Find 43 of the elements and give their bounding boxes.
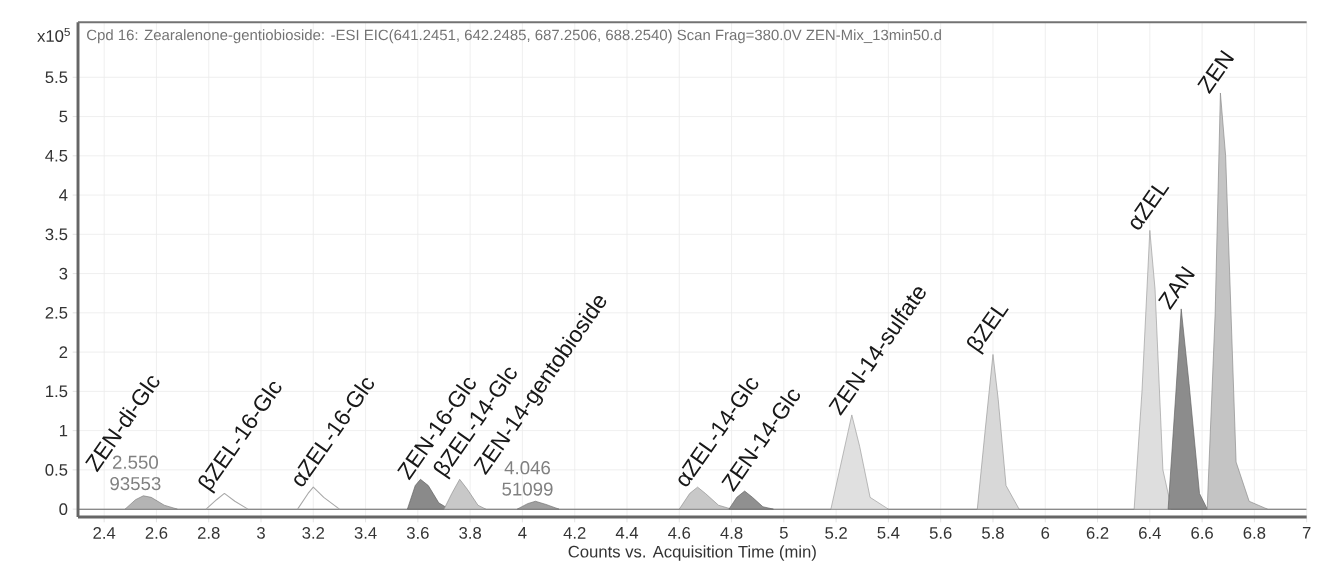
x-tick-label: 6 — [1041, 527, 1050, 539]
x-tick-label: 6.2 — [1086, 527, 1109, 539]
annotation: 93553 — [110, 476, 161, 491]
y-tick-label: 2 — [59, 346, 68, 358]
x-tick-label: 3.4 — [354, 527, 377, 539]
x-tick-label: 6.8 — [1243, 527, 1266, 539]
x-tick-label: 6.6 — [1191, 527, 1213, 539]
x-tick-label: 4.2 — [563, 527, 586, 539]
x-tick-label: 3.2 — [302, 527, 325, 539]
x-tick-label: 5 — [779, 527, 788, 539]
x-tick-label: 3 — [257, 527, 265, 539]
line-series — [205, 492, 249, 510]
x-tick-label: 2.4 — [93, 527, 116, 539]
x-tick-label: 2.6 — [145, 527, 168, 539]
y-tick-label: 1 — [59, 424, 68, 437]
y-tick-label: 1.5 — [46, 385, 68, 398]
y-tick-label: 3.5 — [45, 228, 68, 241]
y-tick-label: 4 — [59, 189, 68, 201]
x-tick-label: 4.4 — [615, 527, 639, 539]
x-tick-label: 3.6 — [406, 527, 429, 539]
x-tick-label: 4.8 — [720, 527, 743, 539]
x-tick-label: 5.4 — [877, 527, 900, 539]
y-tick-label: 0.5 — [45, 463, 68, 476]
x-tick-label: 3.8 — [459, 527, 482, 539]
y-tick-label: 2.5 — [45, 306, 68, 319]
annotation: 51099 — [502, 482, 553, 496]
x-tick-label: 4.6 — [668, 527, 691, 539]
x-axis-title: Counts vs. Acquisition Time (min) — [568, 545, 816, 561]
y-tick-label: 0 — [59, 503, 68, 516]
x-tick-label: 5.2 — [825, 527, 847, 539]
y-tick-label: 3 — [59, 267, 68, 280]
x-tick-label: 5.8 — [982, 527, 1004, 539]
x-tick-label: 2.8 — [197, 527, 220, 539]
x-tick-label: 6.4 — [1139, 527, 1161, 539]
x-tick-label: 7 — [1302, 527, 1311, 539]
x-tick-label: 5.6 — [929, 527, 952, 539]
x-tick-label: 4 — [518, 527, 527, 539]
y-axis-title: x10$^{5}$ — [37, 27, 70, 42]
y-tick-label: 5 — [59, 110, 68, 123]
y-tick-label: 5.5 — [45, 71, 68, 84]
line-series — [297, 486, 340, 510]
chart-title: Cpd 16: Zearalenone-gentiobioside: -ESI EIC(641.2451, 642.2485, 687.2506, 688.2540) Scan Frag=380.0V ZEN-Mix_13min50.d — [87, 29, 941, 44]
y-tick-label: 4.5 — [45, 150, 68, 162]
